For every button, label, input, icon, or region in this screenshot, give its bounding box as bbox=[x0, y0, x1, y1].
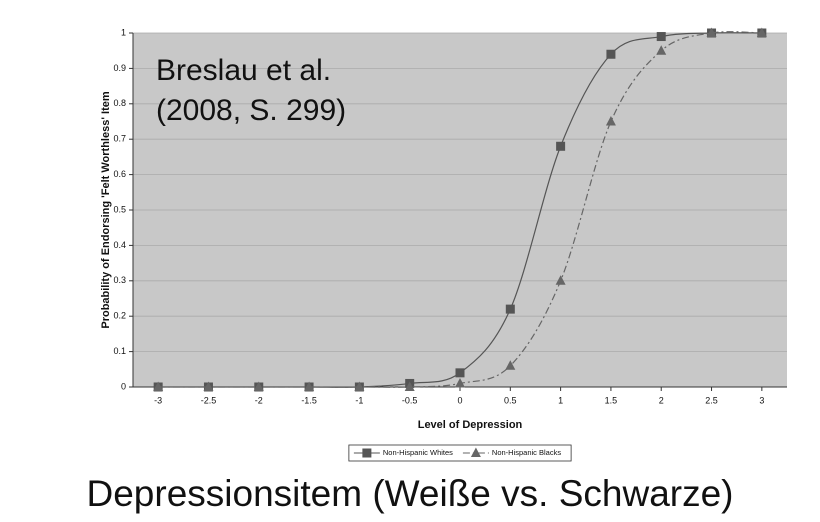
marker bbox=[605, 116, 616, 126]
marker bbox=[706, 27, 717, 37]
y-tick-label: 0.1 bbox=[113, 346, 126, 356]
annotation: (2008, S. 299) bbox=[156, 94, 346, 127]
marker bbox=[153, 381, 164, 391]
marker bbox=[304, 381, 315, 391]
caption: Depressionsitem (Weiße vs. Schwarze) bbox=[87, 473, 734, 514]
x-tick-label: 0 bbox=[457, 395, 462, 405]
x-tick-label: -1 bbox=[355, 395, 363, 405]
marker bbox=[606, 49, 616, 59]
marker bbox=[455, 368, 465, 378]
legend-box bbox=[348, 444, 572, 462]
x-tick-label: 2.5 bbox=[705, 395, 718, 405]
x-tick-label: 0.5 bbox=[504, 395, 517, 405]
marker bbox=[253, 381, 264, 391]
x-tick-label: -3 bbox=[154, 395, 162, 405]
legend-label: Non-Hispanic Whites bbox=[383, 448, 453, 457]
y-tick-label: 0 bbox=[121, 381, 126, 391]
x-axis-label: Level of Depression bbox=[418, 419, 523, 431]
y-tick-label: 0.7 bbox=[113, 134, 126, 144]
y-axis-label: Probability of Endorsing 'Felt Worthless… bbox=[100, 91, 112, 328]
y-tick-label: 0.2 bbox=[113, 311, 126, 321]
x-tick-label: 3 bbox=[759, 395, 764, 405]
marker bbox=[470, 447, 481, 457]
marker bbox=[756, 27, 767, 37]
y-tick-label: 0.6 bbox=[113, 169, 126, 179]
marker bbox=[555, 275, 566, 285]
marker bbox=[505, 360, 516, 370]
y-tick-label: 0.8 bbox=[113, 98, 126, 108]
legend-label: Non-Hispanic Blacks bbox=[492, 448, 561, 457]
x-tick-label: -0.5 bbox=[402, 395, 418, 405]
x-tick-label: -1.5 bbox=[301, 395, 317, 405]
x-tick-label: 1.5 bbox=[605, 395, 618, 405]
annotation: Breslau et al. bbox=[156, 54, 331, 87]
marker bbox=[354, 381, 365, 391]
x-tick-label: 2 bbox=[659, 395, 664, 405]
legend: Non-Hispanic Whites Non-Hispanic Blacks bbox=[348, 444, 572, 462]
x-tick-label: 1 bbox=[558, 395, 563, 405]
marker bbox=[656, 45, 667, 55]
marker bbox=[556, 141, 566, 151]
marker bbox=[656, 32, 666, 42]
marker bbox=[203, 381, 214, 391]
marker bbox=[505, 304, 515, 314]
x-tick-label: -2.5 bbox=[201, 395, 217, 405]
y-tick-label: 0.5 bbox=[113, 204, 126, 214]
marker bbox=[362, 448, 372, 458]
y-tick-label: 0.3 bbox=[113, 275, 126, 285]
y-tick-label: 1 bbox=[121, 27, 126, 37]
marker bbox=[404, 381, 415, 391]
marker bbox=[455, 377, 465, 388]
x-tick-label: -2 bbox=[255, 395, 263, 405]
y-tick-label: 0.4 bbox=[113, 240, 126, 250]
y-tick-label: 0.9 bbox=[113, 63, 126, 73]
